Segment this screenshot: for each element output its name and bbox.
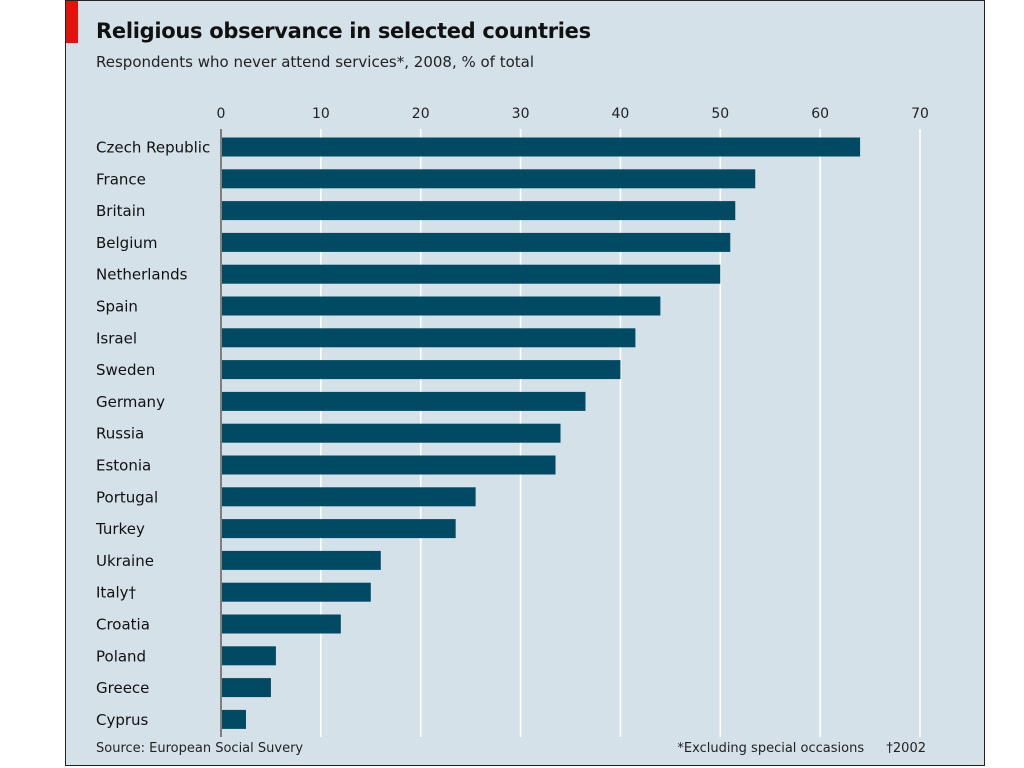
category-label: Germany [96,393,165,411]
bar [221,296,661,316]
footnotes: *Excluding special occasions †2002 [677,741,926,756]
bar [221,646,276,666]
category-label: Greece [96,679,149,697]
chart-title: Religious observance in selected countri… [96,19,591,43]
bar [221,519,456,539]
bar [221,550,381,570]
category-label: Czech Republic [96,139,210,157]
category-label: Israel [96,329,137,347]
bar [221,232,731,252]
bar [221,455,556,475]
bar-chart: 0 10 20 30 40 50 60 70 Czech Republic France Brita… [95,106,929,737]
bar [221,169,756,189]
category-label: Spain [96,298,138,316]
category-label: France [96,170,146,188]
category-label: Portugal [96,488,158,506]
brand-red-tag [66,1,78,43]
x-tick-label: 10 [312,106,330,122]
category-label: Croatia [96,616,150,634]
category-label: Russia [96,425,144,443]
x-tick-label: 70 [911,106,929,122]
category-label: Ukraine [96,552,154,570]
bar [221,709,246,729]
category-label: Turkey [95,520,145,538]
category-label: Estonia [96,457,151,475]
bar [221,264,721,284]
bar [221,614,341,634]
x-tick-label: 60 [811,106,829,122]
bar [221,582,371,602]
x-tick-label: 20 [412,106,430,122]
chart-subtitle: Respondents who never attend services*, … [96,53,535,71]
chart-panel: Religious observance in selected countri… [65,0,985,766]
bar [221,423,561,443]
bar [221,328,636,348]
category-label: Sweden [96,361,155,379]
x-tick-label: 0 [217,106,226,122]
category-label: Britain [96,202,145,220]
category-label: Netherlands [96,266,188,284]
category-label: Cyprus [96,711,149,729]
x-tick-label: 50 [711,106,729,122]
x-tick-label: 30 [512,106,530,122]
category-label: Belgium [96,234,158,252]
category-label: Poland [96,647,146,665]
bar [221,360,621,380]
footnote-excluding: *Excluding special occasions [677,741,865,756]
bar [221,201,736,221]
bar [221,487,476,507]
bar [221,678,271,698]
source-note: Source: European Social Suvery [96,741,304,756]
bar [221,391,586,411]
bar [221,137,861,157]
footnote-dagger: †2002 [886,741,926,756]
category-label: Italy† [96,584,137,602]
x-tick-label: 40 [612,106,630,122]
